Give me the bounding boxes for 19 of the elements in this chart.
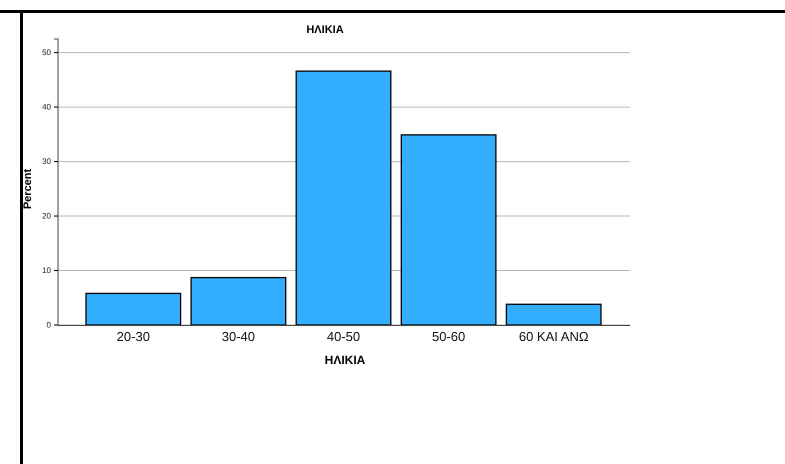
bar bbox=[190, 276, 286, 326]
y-tick-label: 30 bbox=[42, 157, 52, 166]
y-tick-label: 0 bbox=[46, 320, 52, 330]
y-tick-label: 50 bbox=[42, 48, 52, 58]
x-tick-label: 30-40 bbox=[222, 329, 256, 344]
chart-title: ΗΛΙΚΙΑ bbox=[306, 24, 344, 36]
bar bbox=[506, 304, 602, 326]
y-tick-label: 10 bbox=[42, 266, 52, 276]
x-axis-title: ΗΛΙΚΙΑ bbox=[324, 353, 366, 367]
x-tick-label: 20-30 bbox=[116, 329, 150, 344]
bar bbox=[85, 292, 182, 326]
y-tick-label: 20 bbox=[42, 212, 52, 221]
bar bbox=[296, 70, 392, 326]
x-tick-label: 60 ΚΑΙ ΑΝΩ bbox=[518, 329, 589, 344]
bar bbox=[400, 134, 497, 326]
y-tick-label: 40 bbox=[42, 102, 52, 112]
x-tick-label: 40-50 bbox=[326, 329, 360, 344]
x-tick-label: 50-60 bbox=[432, 329, 466, 344]
y-axis-title: Percent bbox=[22, 168, 34, 210]
